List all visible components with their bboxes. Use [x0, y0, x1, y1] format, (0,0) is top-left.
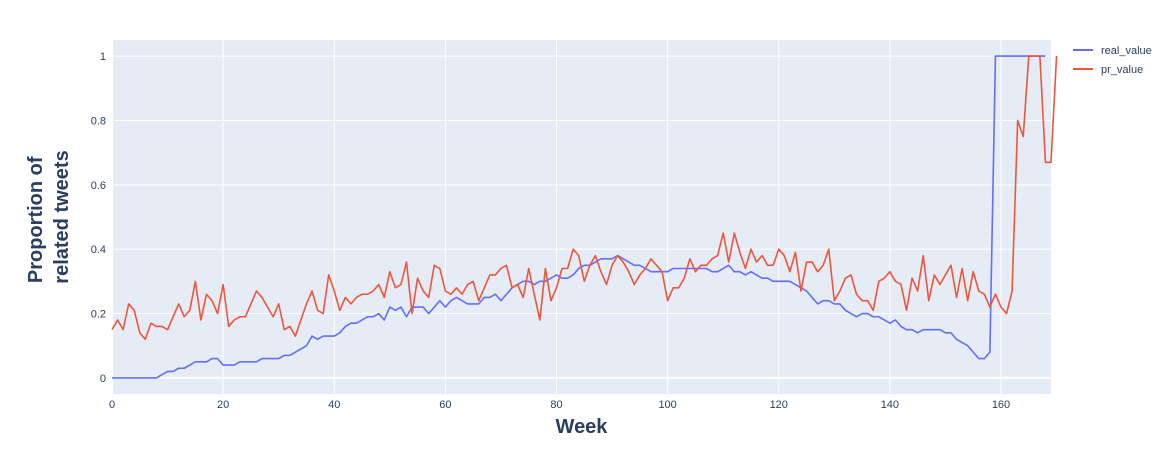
x-tick-label: 100 — [658, 399, 676, 411]
y-axis-title: Proportion of related tweets — [25, 150, 73, 283]
y-tick-label: 0 — [100, 373, 106, 385]
series-line-real_value — [112, 55, 1046, 379]
x-tick-label: 0 — [109, 399, 115, 411]
x-tick-label: 120 — [770, 399, 788, 411]
plot-background — [112, 40, 1051, 394]
y-tick-label: 1 — [100, 51, 106, 63]
y-axis-title-line-2: related tweets — [51, 150, 73, 283]
y-tick-label: 0.6 — [91, 180, 106, 192]
gridlines — [112, 40, 1051, 394]
legend-label: pr_value — [1101, 64, 1143, 76]
legend-label: real_value — [1101, 45, 1152, 57]
legend-item-pr_value[interactable]: pr_value — [1073, 64, 1143, 76]
series-line-pr_value — [111, 55, 1058, 341]
y-tick-label: 0.2 — [91, 309, 106, 321]
y-axis-title-line-1: Proportion of — [25, 156, 47, 283]
legend-item-real_value[interactable]: real_value — [1073, 45, 1152, 57]
x-tick-label: 160 — [992, 399, 1010, 411]
y-axis-ticks: 0 0.2 0.4 0.6 0.8 1 — [91, 51, 106, 385]
x-axis-ticks: 0 20 40 60 80 100 120 140 160 — [109, 399, 1010, 411]
zero-line — [111, 40, 1051, 394]
x-axis-title: Week — [556, 416, 609, 438]
legend[interactable]: real_value pr_value — [1073, 45, 1152, 76]
x-tick-label: 140 — [881, 399, 899, 411]
x-tick-label: 60 — [439, 399, 451, 411]
x-tick-label: 20 — [217, 399, 229, 411]
y-tick-label: 0.4 — [91, 244, 106, 256]
y-tick-label: 0.8 — [91, 115, 106, 127]
x-tick-label: 40 — [328, 399, 340, 411]
x-tick-label: 80 — [550, 399, 562, 411]
series-lines — [111, 55, 1058, 379]
